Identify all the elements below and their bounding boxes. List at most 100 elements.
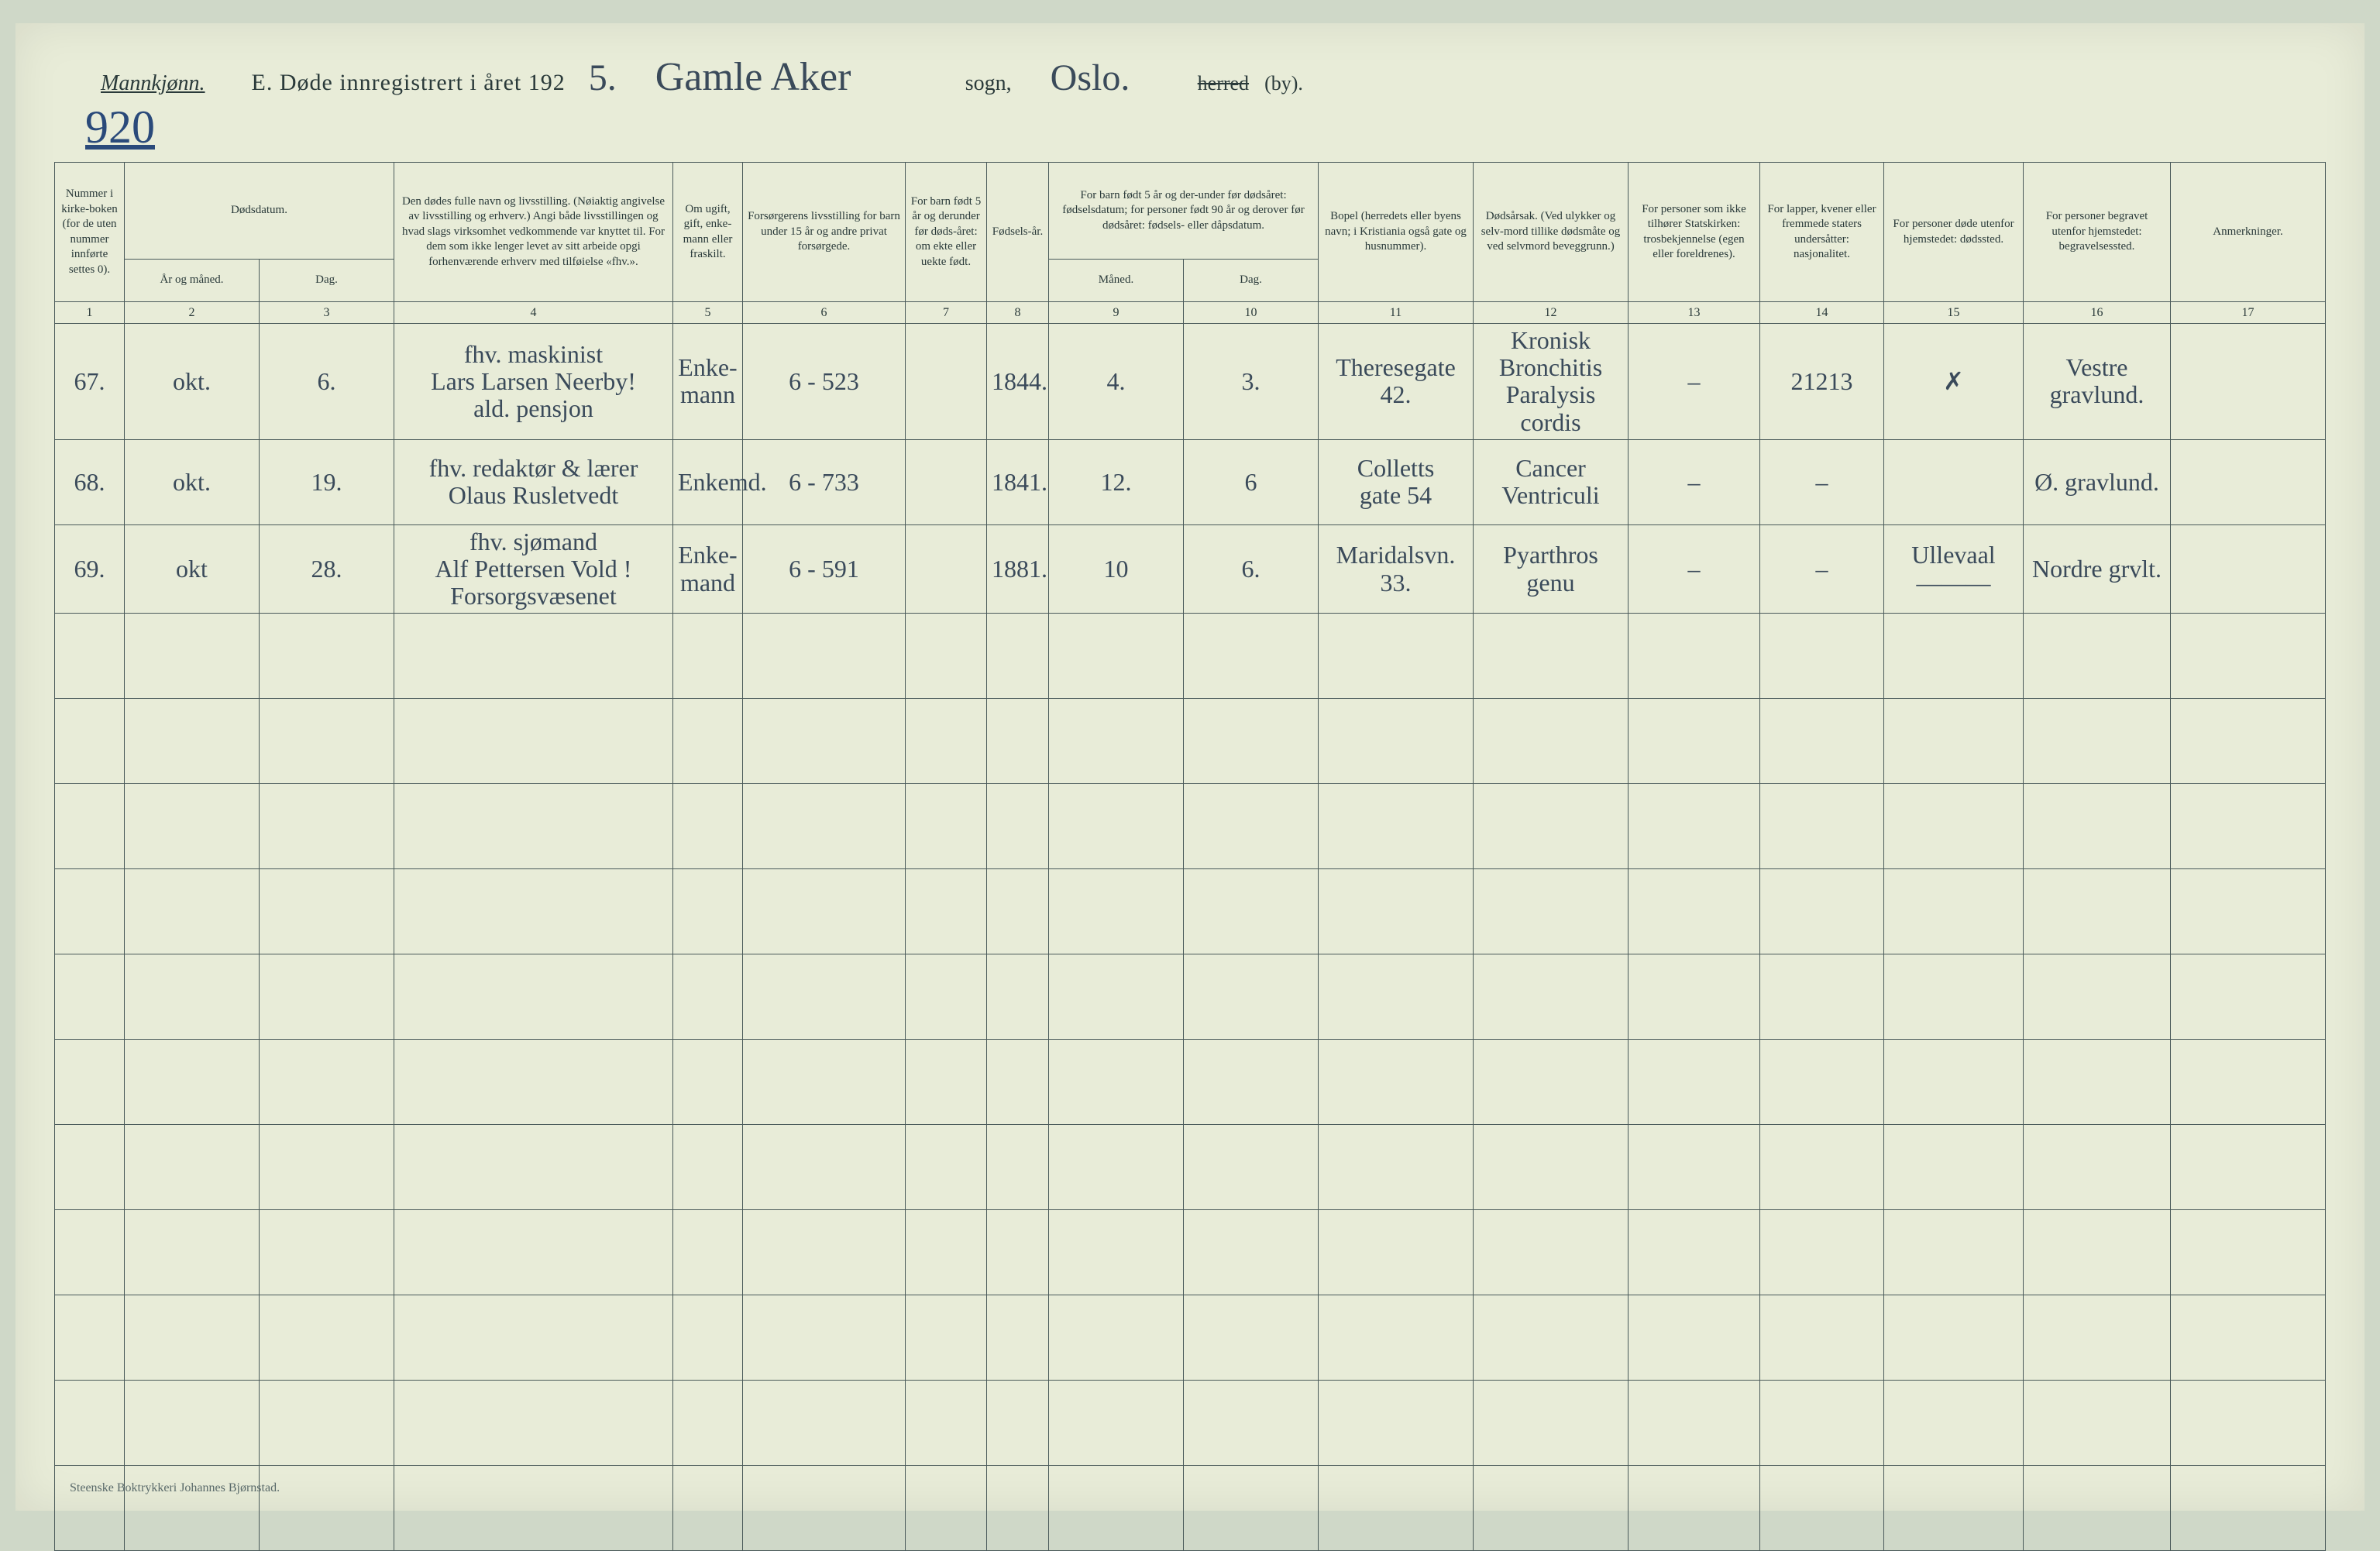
empty-cell [1319, 869, 1474, 954]
empty-cell [2171, 869, 2326, 954]
table-row: 69.okt28.fhv. sjømandAlf Pettersen Vold … [55, 524, 2326, 614]
cell-name: fhv. redaktør & lærerOlaus Rusletvedt [394, 439, 673, 524]
empty-cell [55, 784, 125, 869]
cell-deathplace: ✗ [1884, 324, 2024, 440]
empty-cell [1319, 954, 1474, 1040]
empty-cell [1760, 699, 1884, 784]
empty-cell [1629, 614, 1760, 699]
cell-ekte [906, 439, 987, 524]
empty-cell [1049, 1295, 1184, 1381]
cell-burial: Ø. gravlund. [2024, 439, 2171, 524]
empty-cell [260, 614, 394, 699]
empty-cell [906, 1125, 987, 1210]
empty-cell [743, 614, 906, 699]
empty-cell [987, 1295, 1049, 1381]
empty-cell [1629, 954, 1760, 1040]
empty-cell [743, 699, 906, 784]
empty-cell [1049, 869, 1184, 954]
empty-cell [1474, 1040, 1629, 1125]
empty-cell [987, 1466, 1049, 1551]
empty-cell [1049, 699, 1184, 784]
empty-cell [2024, 1295, 2171, 1381]
empty-cell [2024, 1381, 2171, 1466]
cell-nation: 21213 [1760, 324, 1884, 440]
cell-married: Enke-mann [673, 324, 743, 440]
colnum-6: 6 [743, 302, 906, 324]
cell-cause: CancerVentriculi [1474, 439, 1629, 524]
cell-cause: Pyarthrosgenu [1474, 524, 1629, 614]
empty-cell [394, 699, 673, 784]
empty-cell [125, 784, 260, 869]
empty-cell [1629, 784, 1760, 869]
empty-cell [673, 954, 743, 1040]
empty-cell [987, 1210, 1049, 1295]
empty-cell [394, 784, 673, 869]
cell-num: 68. [55, 439, 125, 524]
col-header-13: For personer som ikke tilhører Statskirk… [1629, 163, 1760, 302]
empty-cell [125, 614, 260, 699]
empty-cell [394, 1466, 673, 1551]
empty-cell [1319, 784, 1474, 869]
cell-bday: 3. [1184, 324, 1319, 440]
col-header-4: Den dødes fulle navn og livsstilling. (N… [394, 163, 673, 302]
empty-cell [1629, 1125, 1760, 1210]
empty-row [55, 614, 2326, 699]
empty-cell [2024, 614, 2171, 699]
empty-cell [673, 1466, 743, 1551]
empty-cell [260, 784, 394, 869]
empty-cell [987, 1125, 1049, 1210]
empty-cell [1184, 1295, 1319, 1381]
empty-cell [673, 1210, 743, 1295]
empty-cell [1629, 1381, 1760, 1466]
table-body: 67.okt.6.fhv. maskinistLars Larsen Neerb… [55, 324, 2326, 1551]
empty-cell [2171, 1125, 2326, 1210]
empty-cell [1319, 699, 1474, 784]
empty-cell [906, 1466, 987, 1551]
empty-cell [673, 1295, 743, 1381]
empty-cell [1760, 784, 1884, 869]
cell-bday: 6. [1184, 524, 1319, 614]
empty-cell [260, 699, 394, 784]
empty-cell [125, 699, 260, 784]
empty-cell [1184, 784, 1319, 869]
empty-cell [1474, 784, 1629, 869]
table-row: 68.okt.19.fhv. redaktør & lærerOlaus Rus… [55, 439, 2326, 524]
empty-cell [125, 1466, 260, 1551]
empty-cell [1184, 699, 1319, 784]
cell-bmonth: 10 [1049, 524, 1184, 614]
col-header-5: Om ugift, gift, enke-mann eller fraskilt… [673, 163, 743, 302]
empty-cell [125, 1381, 260, 1466]
empty-cell [55, 1210, 125, 1295]
col-header-7: For barn født 5 år og derunder før døds-… [906, 163, 987, 302]
colnum-12: 12 [1474, 302, 1629, 324]
empty-cell [673, 614, 743, 699]
empty-cell [1319, 1125, 1474, 1210]
cell-day: 19. [260, 439, 394, 524]
empty-cell [260, 1381, 394, 1466]
empty-cell [743, 869, 906, 954]
empty-row [55, 869, 2326, 954]
empty-cell [743, 954, 906, 1040]
empty-row [55, 699, 2326, 784]
cell-residence: Maridalsvn.33. [1319, 524, 1474, 614]
cell-residence: Collettsgate 54 [1319, 439, 1474, 524]
col-header-12: Dødsårsak. (Ved ulykker og selv-mord til… [1474, 163, 1629, 302]
empty-cell [906, 1040, 987, 1125]
empty-cell [260, 1466, 394, 1551]
empty-cell [2024, 1125, 2171, 1210]
empty-cell [1184, 1381, 1319, 1466]
empty-cell [1760, 869, 1884, 954]
cell-month: okt [125, 524, 260, 614]
empty-cell [1319, 1210, 1474, 1295]
empty-cell [125, 1210, 260, 1295]
empty-cell [673, 869, 743, 954]
empty-cell [1184, 1040, 1319, 1125]
cell-day: 28. [260, 524, 394, 614]
cell-residence: Theresegate42. [1319, 324, 1474, 440]
cell-birthyear: 1844. [987, 324, 1049, 440]
empty-cell [1760, 1210, 1884, 1295]
empty-cell [2171, 699, 2326, 784]
empty-cell [125, 954, 260, 1040]
empty-cell [1049, 1125, 1184, 1210]
subheader-day: Dag. [260, 259, 394, 301]
